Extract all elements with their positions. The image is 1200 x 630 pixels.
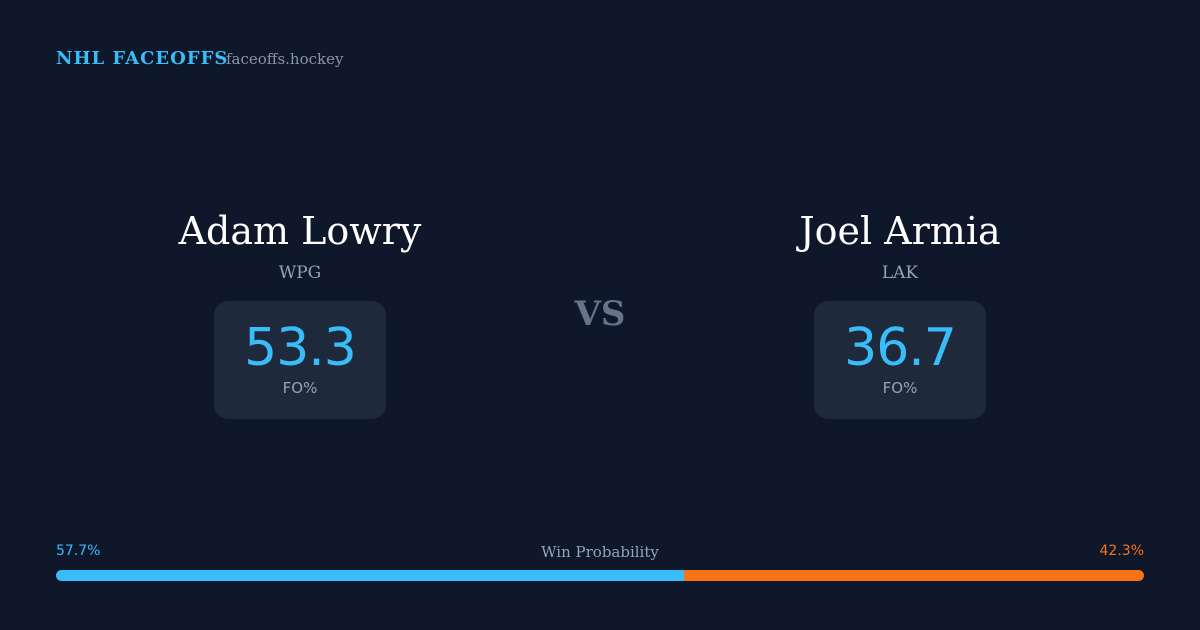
- home-bar: [56, 570, 684, 581]
- stat-box: 36.7 FO%: [814, 301, 986, 419]
- probability-bar: [56, 570, 1144, 581]
- stat-value: 53.3: [244, 318, 357, 378]
- probability-label: Win Probability: [541, 543, 659, 561]
- stat-label: FO%: [282, 379, 318, 397]
- brand-title: NHL FACEOFFS: [56, 48, 229, 69]
- stat-box: 53.3 FO%: [214, 301, 386, 419]
- player-name: Adam Lowry: [178, 209, 422, 253]
- stat-label: FO%: [882, 379, 918, 397]
- team: LAK: [881, 263, 919, 283]
- vs: VS: [574, 294, 626, 334]
- stat-value: 36.7: [844, 318, 957, 378]
- home-probability: 57.7%: [56, 543, 101, 559]
- away-probability: 42.3%: [1099, 543, 1144, 559]
- player-name: Joel Armia: [799, 209, 1001, 253]
- away-bar: [683, 570, 1144, 581]
- site-name: faceoffs.hockey: [226, 50, 344, 68]
- team: WPG: [278, 263, 322, 283]
- player-card: Adam Lowry WPG 53.3 FO%: [100, 205, 500, 419]
- player-card: Joel Armia LAK 36.7 FO%: [700, 205, 1100, 419]
